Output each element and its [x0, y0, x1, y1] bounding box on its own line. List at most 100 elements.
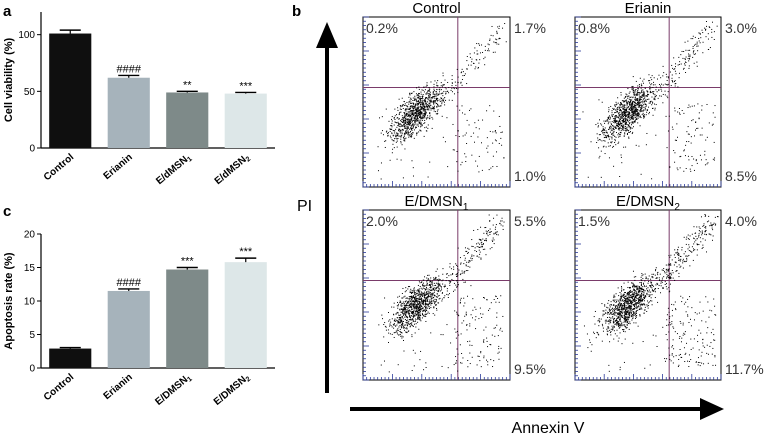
data-point: [398, 118, 400, 120]
data-point: [447, 367, 449, 369]
data-point: [664, 90, 666, 92]
data-point: [612, 329, 614, 331]
data-point: [687, 133, 689, 135]
data-point: [685, 49, 687, 51]
data-point: [451, 99, 453, 101]
data-point: [682, 258, 684, 260]
data-point: [465, 265, 467, 267]
data-point: [417, 294, 419, 296]
data-point: [413, 321, 415, 323]
data-point: [416, 300, 418, 302]
data-point: [636, 312, 638, 314]
data-point: [407, 317, 409, 319]
data-point: [615, 132, 617, 134]
data-point: [623, 135, 625, 137]
data-point: [625, 127, 627, 129]
data-point: [608, 157, 610, 159]
data-point: [409, 132, 411, 134]
data-point: [643, 312, 645, 314]
data-point: [616, 306, 618, 308]
data-point: [620, 298, 622, 300]
data-point: [464, 134, 466, 136]
data-point: [416, 306, 418, 308]
data-point: [398, 118, 400, 120]
data-point: [398, 129, 400, 131]
data-point: [411, 160, 413, 162]
data-point: [642, 95, 644, 97]
data-point: [620, 295, 622, 297]
data-point: [414, 332, 416, 334]
data-point: [441, 86, 443, 88]
data-point: [607, 302, 609, 304]
data-point: [633, 108, 635, 110]
data-point: [667, 270, 669, 272]
data-point: [397, 317, 399, 319]
data-point: [419, 108, 421, 110]
data-point: [632, 298, 634, 300]
data-point: [418, 328, 420, 330]
data-point: [423, 108, 425, 110]
data-point: [614, 120, 616, 122]
data-point: [621, 162, 623, 164]
data-point: [437, 94, 439, 96]
data-point: [408, 296, 410, 298]
data-point: [393, 302, 395, 304]
data-point: [607, 142, 609, 144]
data-point: [642, 286, 644, 288]
data-point: [619, 313, 621, 315]
data-point: [707, 33, 709, 35]
data-point: [643, 297, 645, 299]
data-point: [387, 311, 389, 313]
data-point: [450, 342, 452, 344]
data-point: [624, 112, 626, 114]
data-point: [429, 99, 431, 101]
data-point: [650, 91, 652, 93]
data-point: [607, 121, 609, 123]
data-point: [422, 116, 424, 118]
data-point: [471, 344, 473, 346]
data-point: [421, 299, 423, 301]
data-point: [713, 38, 715, 40]
data-point: [416, 306, 418, 308]
data-point: [422, 314, 424, 316]
data-point: [627, 305, 629, 307]
data-point: [457, 284, 459, 286]
data-point: [614, 125, 616, 127]
data-point: [385, 326, 387, 328]
data-point: [396, 117, 398, 119]
data-point: [483, 357, 485, 359]
data-point: [409, 303, 411, 305]
data-point: [400, 108, 402, 110]
data-point: [480, 352, 482, 354]
data-point: [623, 307, 625, 309]
data-point: [459, 344, 461, 346]
data-point: [628, 124, 630, 126]
data-point: [629, 294, 631, 296]
data-point: [675, 63, 677, 65]
data-point: [651, 276, 653, 278]
data-point: [397, 303, 399, 305]
data-point: [417, 96, 419, 98]
data-point: [421, 97, 423, 99]
data-point: [691, 120, 693, 122]
data-point: [465, 311, 467, 313]
data-point: [687, 49, 689, 51]
data-point: [410, 127, 412, 129]
data-point: [658, 89, 660, 91]
data-point: [608, 128, 610, 130]
data-point: [714, 105, 716, 107]
data-point: [397, 307, 399, 309]
data-point: [407, 304, 409, 306]
data-point: [616, 109, 618, 111]
data-point: [395, 325, 397, 327]
data-point: [431, 293, 433, 295]
data-point: [606, 330, 608, 332]
data-point: [494, 51, 496, 53]
data-point: [466, 261, 468, 263]
data-point: [622, 311, 624, 313]
data-point: [494, 131, 496, 133]
data-point: [699, 32, 701, 34]
data-point: [431, 301, 433, 303]
